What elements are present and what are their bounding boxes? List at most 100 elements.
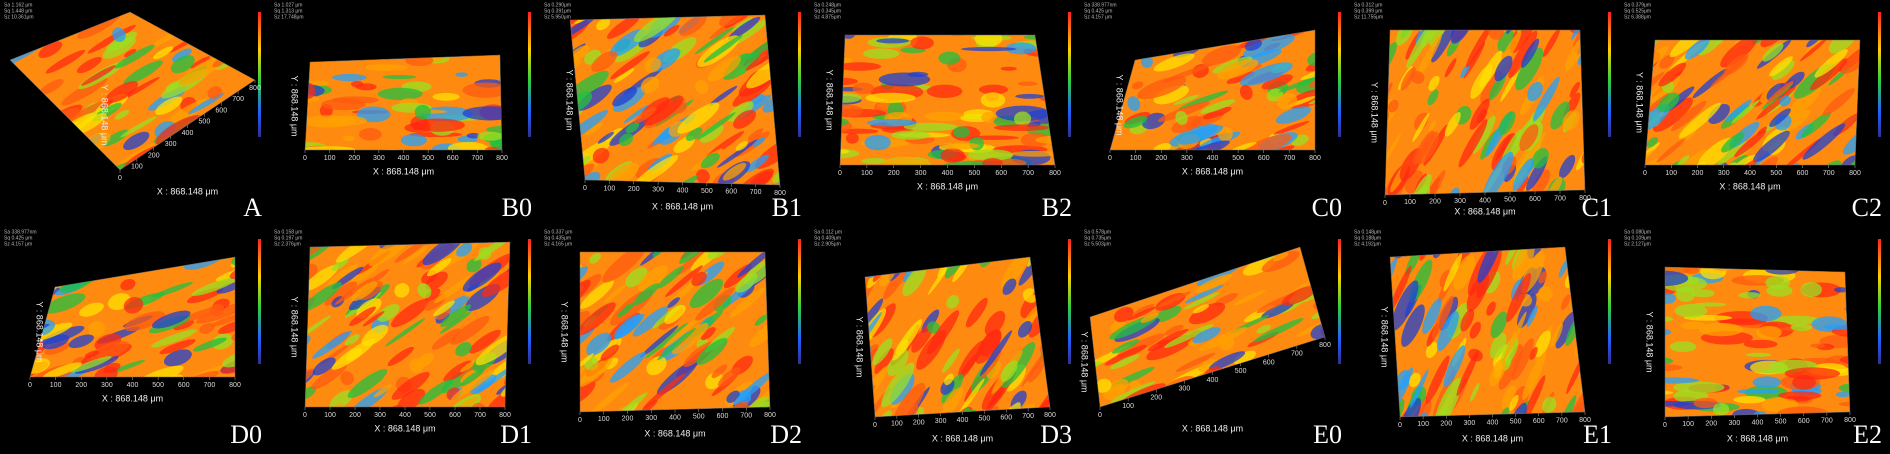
panel-label: E1	[1583, 420, 1612, 449]
surface-patch	[105, 81, 139, 104]
surface-patch	[1669, 40, 1713, 58]
surface-patch	[1255, 386, 1290, 404]
surface-patch	[864, 134, 891, 151]
x-tick-label: 500	[979, 416, 991, 423]
surface-patch	[1779, 95, 1791, 107]
x-tick-label: 300	[1718, 170, 1730, 177]
surface-patch	[46, 262, 65, 273]
x-tick-label: 400	[942, 170, 954, 177]
stat-text: Sq 0.735μm	[1084, 235, 1111, 241]
surface-patch	[974, 35, 1003, 47]
surface-patch	[367, 178, 411, 188]
panel-label: B0	[502, 193, 532, 222]
color-bar	[1608, 239, 1611, 364]
surface-patch	[707, 252, 733, 260]
surface-patch	[903, 122, 958, 132]
surface-patch	[1127, 260, 1150, 278]
surface-patch	[234, 395, 275, 417]
surface-patch	[1784, 367, 1841, 380]
x-tick-label: 600	[1798, 418, 1810, 425]
color-bar	[1068, 239, 1071, 364]
surface-patch	[165, 82, 179, 92]
surface-patch	[1171, 115, 1203, 133]
surface-patch	[1011, 180, 1032, 184]
surface-patch	[241, 386, 270, 402]
surface-patch	[357, 45, 373, 52]
surface-patch	[696, 112, 736, 140]
surface-patch	[1757, 126, 1768, 136]
surface-patch	[1428, 120, 1436, 132]
surface-patch	[1778, 391, 1822, 400]
surface-patch	[120, 279, 136, 291]
stat-text: Sq 0.188μm	[1354, 235, 1381, 241]
surface-patch	[570, 59, 582, 80]
surface-patch	[1153, 305, 1182, 323]
surface-patch	[722, 162, 747, 181]
surface-patch	[1000, 257, 1033, 289]
surface-patch	[1838, 382, 1850, 394]
surface-patch	[640, 325, 679, 358]
surface-patch	[1850, 254, 1890, 270]
x-tick-label: 200	[1429, 199, 1441, 206]
surface-patch	[236, 261, 261, 277]
x-tick-label: 300	[935, 418, 947, 425]
surface-patch	[1412, 112, 1430, 142]
surface-patch	[1131, 81, 1144, 90]
surface-patch	[1542, 396, 1557, 414]
x-tick-label: 500	[1770, 170, 1782, 177]
surface-patch	[1420, 30, 1445, 49]
surface-patch	[1137, 76, 1187, 100]
surface-patch	[467, 12, 517, 21]
surface-patch	[275, 390, 304, 414]
surface-patch	[155, 96, 183, 115]
surface-patch	[1673, 149, 1707, 165]
surface-patch	[1656, 138, 1686, 163]
surface-patch	[30, 292, 33, 307]
color-bar	[798, 239, 801, 364]
surface-patch	[1401, 304, 1425, 347]
surface-patch	[347, 369, 388, 399]
stat-text: Sq 0.425 μm	[4, 235, 32, 241]
surface-patch	[963, 242, 977, 258]
surface-patch	[818, 371, 856, 418]
surface-patch	[373, 384, 392, 398]
surface-patch	[1835, 391, 1850, 398]
surface-patch	[123, 131, 150, 151]
surface-patch	[1814, 177, 1829, 192]
x-tick-label: 600	[1797, 170, 1809, 177]
surface-patch	[1090, 273, 1126, 295]
stat-text: Sz 4.192μm	[1354, 241, 1381, 247]
surface-patch	[1178, 90, 1229, 110]
surface-patch	[361, 324, 389, 346]
surface-patch	[1460, 309, 1475, 332]
surface-patch	[158, 392, 213, 419]
surface-patch	[150, 257, 187, 260]
surface-patch	[1153, 85, 1189, 105]
surface-patch	[1693, 397, 1718, 409]
surface-patch	[618, 133, 634, 147]
surface-patch	[1697, 40, 1723, 56]
surface-patch	[840, 62, 882, 71]
surface-patch	[470, 374, 497, 395]
surface-patch	[1103, 406, 1149, 432]
surface-patch	[1201, 45, 1242, 66]
surface-patch	[1038, 92, 1055, 104]
surface-patch	[1840, 155, 1857, 165]
surface-patch	[1693, 302, 1727, 307]
surface-patch	[1410, 369, 1429, 408]
surface-patch	[1156, 328, 1189, 345]
surface-patch	[334, 278, 373, 305]
x-tick-label: 200	[1155, 155, 1167, 162]
surface-patch	[135, 365, 184, 377]
surface-patch	[1486, 301, 1496, 316]
surface-patch	[1264, 416, 1289, 435]
x-tick-label: 600	[1263, 359, 1275, 366]
surface-patch	[502, 32, 515, 39]
surface-patch	[1137, 265, 1167, 281]
surface-patch	[1011, 150, 1055, 157]
surface-patch	[1242, 34, 1295, 58]
surface-patch	[1822, 88, 1855, 116]
surface-patch	[312, 330, 352, 359]
